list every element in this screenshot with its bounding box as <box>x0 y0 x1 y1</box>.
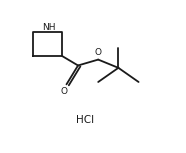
Text: HCl: HCl <box>76 115 94 125</box>
Text: O: O <box>61 87 68 96</box>
Text: O: O <box>95 48 102 57</box>
Text: NH: NH <box>42 23 56 32</box>
